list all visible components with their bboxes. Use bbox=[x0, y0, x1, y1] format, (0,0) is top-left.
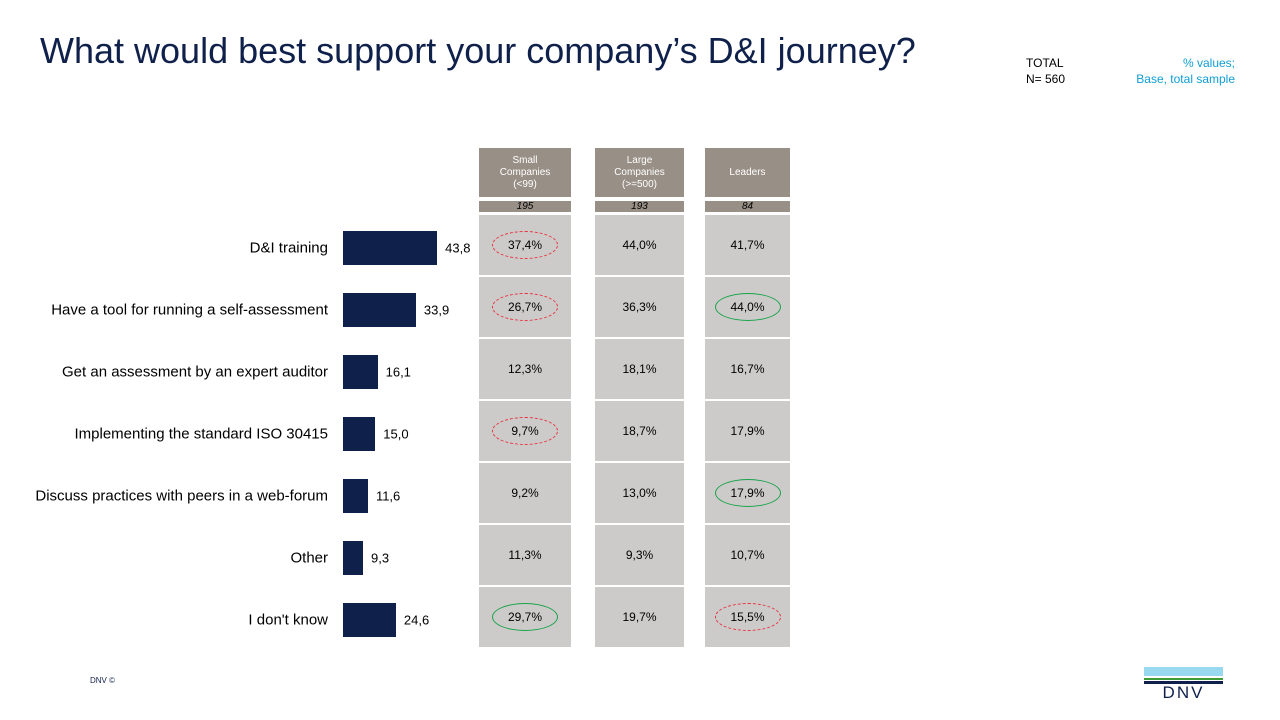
cell-value: 17,9% bbox=[730, 424, 765, 438]
bar bbox=[343, 355, 378, 389]
table-cell: 41,7% bbox=[705, 215, 790, 275]
table-cell: 36,3% bbox=[595, 277, 684, 337]
bar bbox=[343, 231, 438, 265]
bar bbox=[343, 293, 416, 327]
table-cell: 16,7% bbox=[705, 339, 790, 399]
header-line: Leaders bbox=[729, 166, 766, 178]
cell-value: 12,3% bbox=[507, 362, 543, 376]
table-cell: 19,7% bbox=[595, 587, 684, 647]
category-label: Get an assessment by an expert auditor bbox=[62, 363, 328, 381]
bar bbox=[343, 479, 368, 513]
value-label: 24,6 bbox=[403, 612, 430, 628]
cell-value: 36,3% bbox=[622, 300, 657, 314]
column-header-2: Leaders bbox=[705, 148, 790, 197]
significant-low-marker bbox=[492, 417, 558, 445]
table-cell: 9,2% bbox=[479, 463, 571, 523]
cell-value: 13,0% bbox=[622, 486, 657, 500]
column-n: 84 bbox=[705, 201, 790, 212]
cell-value: 16,7% bbox=[730, 362, 765, 376]
category-label: Discuss practices with peers in a web-fo… bbox=[35, 487, 328, 505]
value-label: 11,6 bbox=[375, 488, 401, 504]
table-cell: 13,0% bbox=[595, 463, 684, 523]
significant-high-marker bbox=[492, 603, 558, 631]
value-label: 16,1 bbox=[385, 364, 411, 380]
table-cell: 44,0% bbox=[595, 215, 684, 275]
significant-low-marker bbox=[714, 603, 781, 631]
significant-high-marker bbox=[714, 479, 781, 507]
table-cell: 9,7% bbox=[479, 401, 571, 461]
header-line: (<99) bbox=[513, 178, 537, 190]
cell-value: 9,2% bbox=[511, 486, 539, 500]
table-cell: 17,9% bbox=[705, 463, 790, 523]
table-cell: 15,5% bbox=[705, 587, 790, 647]
bar bbox=[343, 417, 376, 451]
cell-value: 41,7% bbox=[730, 238, 765, 252]
page-title: What would best support your company’s D… bbox=[40, 30, 916, 71]
base-note: % values; Base, total sample bbox=[1136, 55, 1235, 87]
significant-low-marker bbox=[492, 231, 558, 259]
total-sample: TOTAL N= 560 bbox=[1026, 55, 1065, 87]
total-label: TOTAL bbox=[1026, 56, 1064, 70]
column-n: 193 bbox=[595, 201, 684, 212]
value-label: 15,0 bbox=[383, 426, 409, 442]
bar bbox=[343, 603, 396, 637]
total-n: N= 560 bbox=[1026, 72, 1066, 86]
header-line: Large bbox=[626, 154, 653, 166]
table-cell: 44,0% bbox=[705, 277, 790, 337]
cell-value: 18,1% bbox=[622, 362, 657, 376]
table-cell: 10,7% bbox=[705, 525, 790, 585]
table-cell: 17,9% bbox=[705, 401, 790, 461]
header-line: (>=500) bbox=[621, 178, 658, 190]
table-cell: 29,7% bbox=[479, 587, 571, 647]
value-label: 9,3 bbox=[370, 550, 390, 566]
value-label: 43,8 bbox=[445, 240, 471, 256]
header-line: Companies bbox=[499, 166, 551, 178]
significant-high-marker bbox=[714, 293, 781, 321]
table-cell: 12,3% bbox=[479, 339, 571, 399]
cell-value: 19,7% bbox=[622, 610, 657, 624]
cell-value: 44,0% bbox=[622, 238, 657, 252]
category-label: Other bbox=[290, 549, 328, 567]
table-cell: 26,7% bbox=[479, 277, 571, 337]
category-label: I don't know bbox=[248, 611, 328, 629]
bar bbox=[343, 541, 363, 575]
footer-copyright: DNV © bbox=[90, 676, 116, 685]
note-line2: Base, total sample bbox=[1136, 72, 1235, 86]
note-line1: % values; bbox=[1182, 56, 1235, 70]
category-label: Implementing the standard ISO 30415 bbox=[74, 425, 329, 443]
column-n: 195 bbox=[479, 201, 571, 212]
value-label: 33,9 bbox=[423, 302, 450, 318]
cell-value: 10,7% bbox=[730, 548, 765, 562]
table-cell: 18,7% bbox=[595, 401, 684, 461]
table-cell: 18,1% bbox=[595, 339, 684, 399]
table-cell: 37,4% bbox=[479, 215, 571, 275]
cell-value: 18,7% bbox=[622, 424, 657, 438]
header-line: Small bbox=[512, 154, 538, 166]
cell-value: 9,3% bbox=[625, 548, 654, 562]
category-label: D&I training bbox=[249, 239, 328, 257]
header-line: Companies bbox=[614, 166, 665, 178]
cell-value: 11,3% bbox=[508, 548, 542, 562]
column-header-0: Small Companies (<99) bbox=[479, 148, 571, 197]
table-cell: 9,3% bbox=[595, 525, 684, 585]
category-label: Have a tool for running a self-assessmen… bbox=[51, 301, 328, 319]
significant-low-marker bbox=[492, 293, 558, 321]
dnv-logo: DNV bbox=[1144, 667, 1223, 702]
table-cell: 11,3% bbox=[479, 525, 571, 585]
column-header-1: Large Companies (>=500) bbox=[595, 148, 684, 197]
